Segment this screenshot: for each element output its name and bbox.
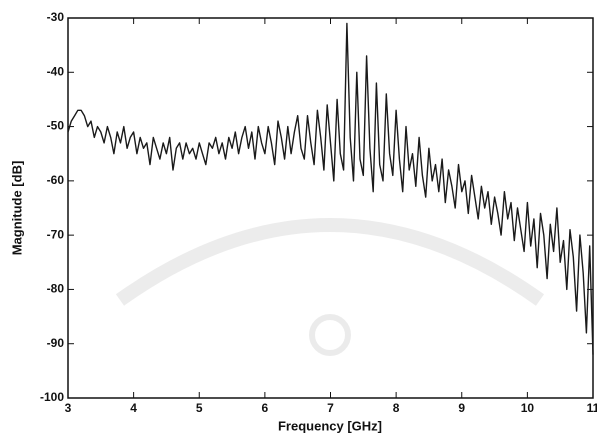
x-tick-label: 8 xyxy=(393,401,400,415)
y-tick-label: -30 xyxy=(47,10,65,24)
plot-frame xyxy=(67,17,594,399)
y-tick-label: -70 xyxy=(47,227,65,241)
x-tick-label: 6 xyxy=(262,401,269,415)
x-tick-label: 7 xyxy=(327,401,334,415)
x-tick-label: 5 xyxy=(196,401,203,415)
x-axis-title: Frequency [GHz] xyxy=(278,418,382,433)
y-axis-title: Magnitude [dB] xyxy=(9,161,24,256)
x-tick-label: 3 xyxy=(65,401,72,415)
y-tick-label: -100 xyxy=(40,390,64,404)
data-line xyxy=(67,22,594,355)
y-tick-label: -50 xyxy=(47,119,65,133)
watermark xyxy=(115,218,545,356)
x-tick-label: 4 xyxy=(130,401,137,415)
y-tick-label: -80 xyxy=(47,282,65,296)
x-tick-label: 11 xyxy=(587,401,597,415)
x-tick-label: 10 xyxy=(521,401,535,415)
y-tick-label: -90 xyxy=(47,336,65,350)
x-tick-label: 9 xyxy=(458,401,465,415)
y-tick-label: -60 xyxy=(47,173,65,187)
y-tick-label: -40 xyxy=(47,64,65,78)
